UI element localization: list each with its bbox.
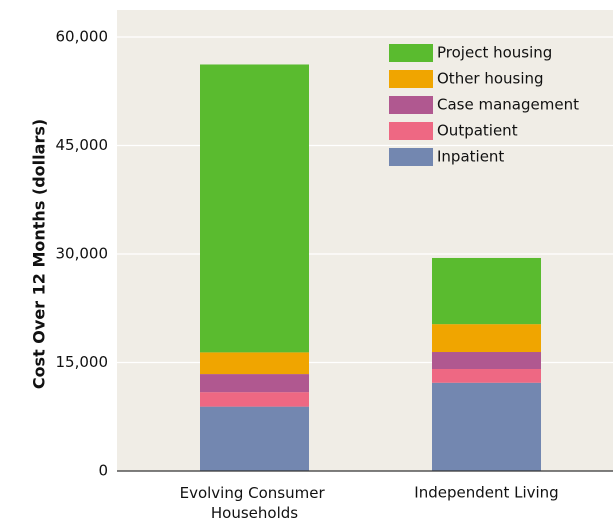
y-tick-label: 15,000	[56, 353, 109, 371]
bar-segment	[432, 369, 541, 383]
legend-label: Project housing	[437, 44, 552, 62]
legend-label: Other housing	[437, 70, 544, 88]
legend-swatch	[389, 148, 433, 166]
legend-swatch	[389, 96, 433, 114]
y-axis-label: Cost Over 12 Months (dollars)	[30, 119, 49, 389]
bar-segment	[200, 374, 309, 393]
legend-label: Case management	[437, 96, 579, 114]
bar-segment	[432, 352, 541, 370]
legend-swatch	[389, 44, 433, 62]
legend-label: Inpatient	[437, 148, 504, 166]
bar-segment	[432, 382, 541, 471]
bar-segment	[200, 64, 309, 353]
x-tick-label: Evolving Consumer Households	[180, 484, 330, 522]
bar-segment	[432, 257, 541, 325]
y-tick-label: 60,000	[56, 28, 109, 46]
bar-segment	[200, 352, 309, 375]
x-tick-label: Independent Living	[414, 484, 558, 502]
bar-segment	[200, 392, 309, 407]
legend-swatch	[389, 122, 433, 140]
legend-swatch	[389, 70, 433, 88]
y-tick-label: 45,000	[56, 136, 109, 154]
bar-segment	[200, 406, 309, 471]
y-tick-label: 30,000	[56, 245, 109, 263]
y-tick-label: 0	[98, 462, 108, 480]
bar-segment	[432, 324, 541, 353]
legend-label: Outpatient	[437, 122, 518, 140]
